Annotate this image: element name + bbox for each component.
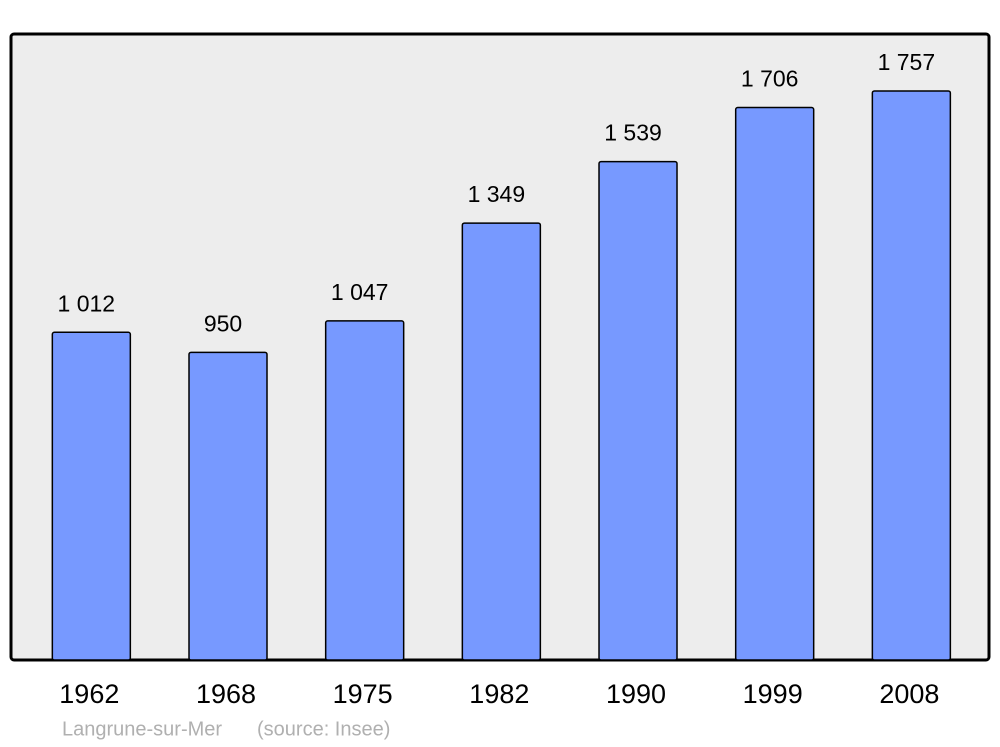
x-tick-label: 1968 — [196, 679, 256, 709]
x-tick-label: 1990 — [606, 679, 666, 709]
value-label: 1 539 — [604, 120, 662, 146]
x-tick-label: 1962 — [59, 679, 119, 709]
bar — [324, 320, 405, 661]
x-tick-label: 2008 — [879, 679, 939, 709]
bar — [598, 160, 678, 661]
value-label: 1 349 — [468, 181, 526, 207]
value-label: 1 757 — [878, 49, 936, 75]
value-label: 1 047 — [331, 279, 389, 305]
value-label: 1 706 — [741, 66, 799, 92]
value-label: 950 — [204, 310, 242, 336]
value-label: 1 012 — [58, 290, 116, 316]
footer-source: (source: Insee) — [257, 718, 390, 740]
bar — [461, 222, 542, 661]
bar — [871, 90, 952, 661]
bar — [188, 351, 268, 661]
bar — [51, 331, 132, 661]
x-tick-label: 1975 — [333, 679, 393, 709]
x-tick-label: 1982 — [469, 679, 529, 709]
x-tick-label: 1999 — [743, 679, 803, 709]
bar — [734, 106, 815, 661]
footer-place: Langrune-sur-Mer — [62, 718, 222, 740]
